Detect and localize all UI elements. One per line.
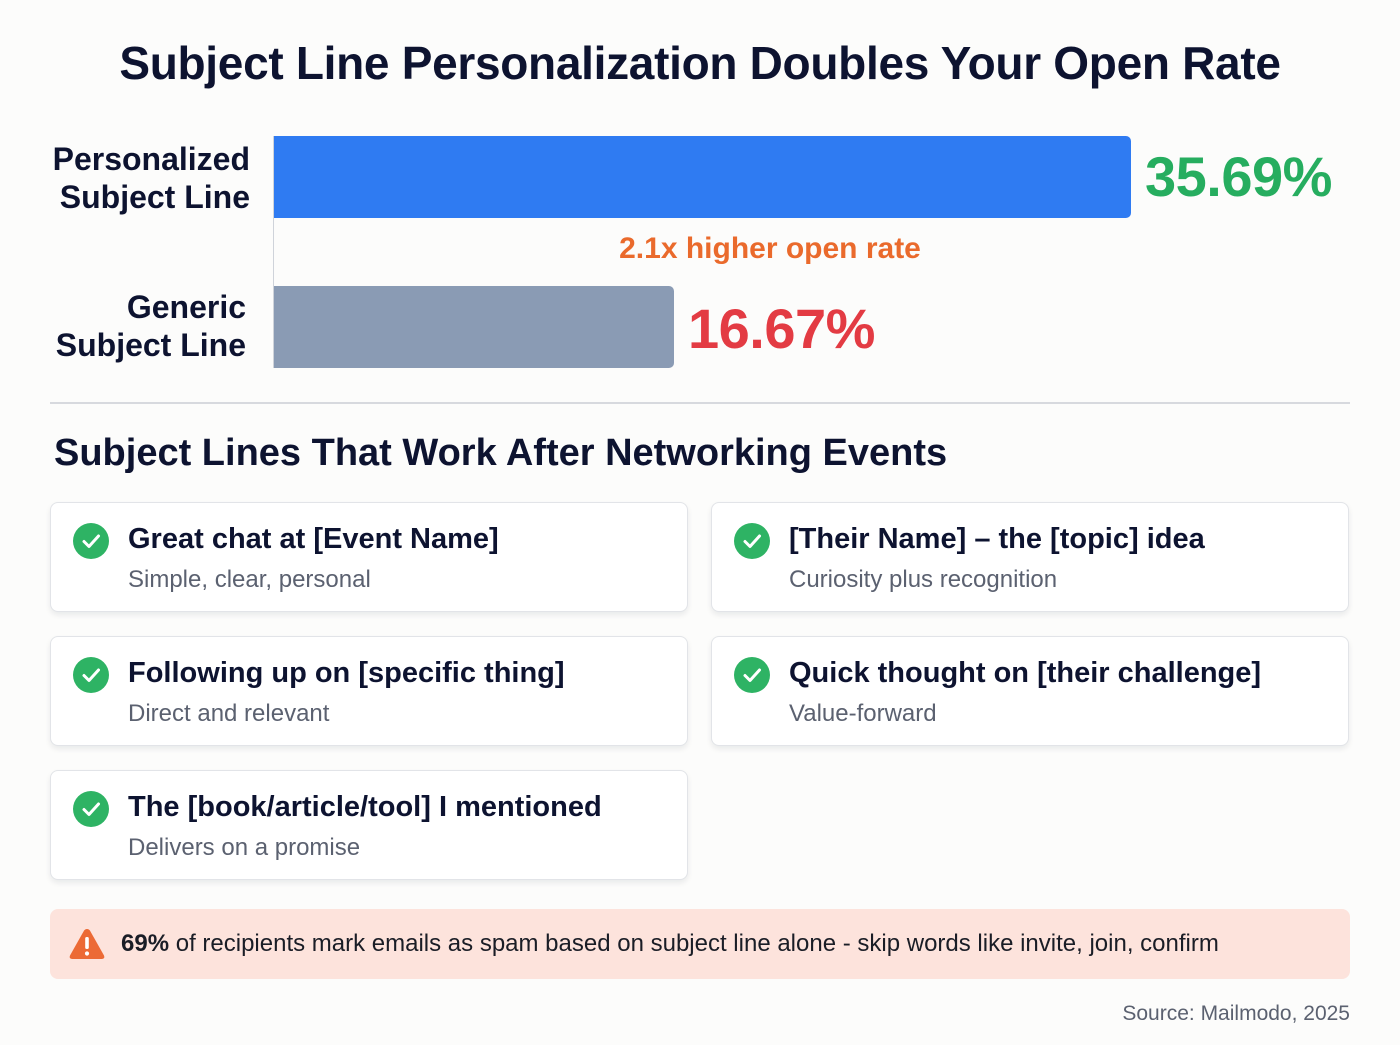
alert-text: 69% of recipients mark emails as spam ba… xyxy=(121,930,1219,958)
bar-label-generic: Generic Subject Line xyxy=(0,288,246,364)
subject-line-card: Great chat at [Event Name] Simple, clear… xyxy=(50,502,688,612)
bar-label-line2: Subject Line xyxy=(59,179,250,215)
bar-personalized xyxy=(274,136,1131,218)
bar-chart: Personalized Subject Line 35.69% 2.1x hi… xyxy=(0,130,1400,380)
section-title: Subject Lines That Work After Networking… xyxy=(54,432,948,474)
bar-label-line1: Generic xyxy=(126,289,246,325)
card-subtitle: Simple, clear, personal xyxy=(128,566,371,593)
check-circle-icon xyxy=(73,657,109,693)
card-title: Quick thought on [their challenge] xyxy=(789,657,1262,689)
subject-line-card: [Their Name] – the [topic] idea Curiosit… xyxy=(711,502,1349,612)
multiplier-annotation: 2.1x higher open rate xyxy=(619,232,921,265)
alert-highlight-stat: 69% xyxy=(121,930,170,957)
bar-label-personalized: Personalized Subject Line xyxy=(0,140,250,216)
card-title: Following up on [specific thing] xyxy=(128,657,565,689)
check-circle-icon xyxy=(73,791,109,827)
warning-triangle-icon xyxy=(68,927,106,966)
section-divider xyxy=(50,402,1350,404)
subject-line-card: The [book/article/tool] I mentioned Deli… xyxy=(50,770,688,880)
card-title: The [book/article/tool] I mentioned xyxy=(128,791,602,823)
subject-line-card: Quick thought on [their challenge] Value… xyxy=(711,636,1349,746)
bar-generic xyxy=(274,286,674,368)
check-circle-icon xyxy=(734,523,770,559)
card-title: [Their Name] – the [topic] idea xyxy=(789,523,1205,555)
card-title: Great chat at [Event Name] xyxy=(128,523,499,555)
chart-axis-line xyxy=(273,136,274,368)
alert-message: of recipients mark emails as spam based … xyxy=(169,930,1219,957)
card-subtitle: Curiosity plus recognition xyxy=(789,566,1058,593)
check-circle-icon xyxy=(73,523,109,559)
value-label-generic: 16.67% xyxy=(688,297,875,360)
check-circle-icon xyxy=(734,657,770,693)
bar-label-line1: Personalized xyxy=(52,141,250,177)
subject-line-card: Following up on [specific thing] Direct … xyxy=(50,636,688,746)
spam-warning-banner: 69% of recipients mark emails as spam ba… xyxy=(50,909,1350,979)
card-subtitle: Delivers on a promise xyxy=(128,834,361,861)
bar-label-line2: Subject Line xyxy=(55,327,246,363)
card-subtitle: Value-forward xyxy=(789,700,937,727)
value-label-personalized: 35.69% xyxy=(1145,145,1332,208)
page-title: Subject Line Personalization Doubles You… xyxy=(119,37,1281,89)
card-subtitle: Direct and relevant xyxy=(128,700,330,727)
source-citation: Source: Mailmodo, 2025 xyxy=(1122,1002,1350,1025)
